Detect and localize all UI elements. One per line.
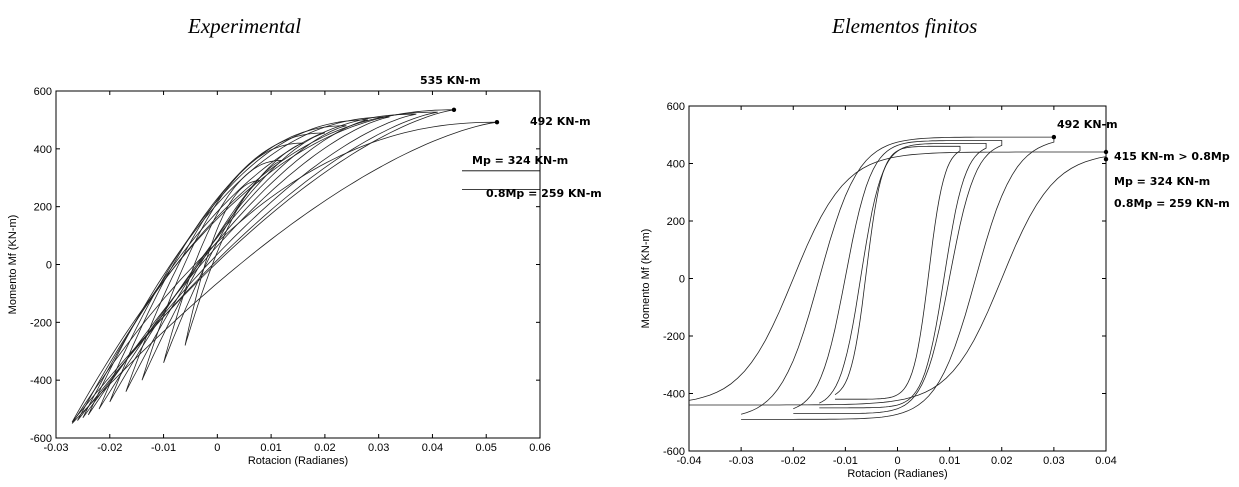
annotation-label: Mp = 324 KN-m <box>472 154 568 167</box>
x-tick-label: 0.04 <box>422 442 443 454</box>
hysteresis-loop <box>82 113 417 419</box>
hysteresis-loop <box>71 121 498 424</box>
x-tick-label: -0.03 <box>43 442 68 454</box>
y-axis-label: Momento Mf (KN-m) <box>7 215 19 315</box>
panel-title-finite-elements: Elementos finitos <box>832 14 978 38</box>
y-axis-label: Momento Mf (KN-m) <box>640 229 652 329</box>
hysteresis-loop <box>689 151 1106 406</box>
hysteresis-loop <box>87 116 390 416</box>
y-tick-label: 0 <box>679 274 685 286</box>
x-tick-label: 0.03 <box>368 442 389 454</box>
x-tick-label: -0.02 <box>97 442 122 454</box>
peak-marker <box>451 107 457 112</box>
y-tick-label: 400 <box>667 159 685 171</box>
peak-marker <box>1103 149 1109 155</box>
hysteresis-curves <box>71 109 498 424</box>
x-tick-label: 0.02 <box>314 442 335 454</box>
x-axis-label: Rotacion (Radianes) <box>847 468 947 480</box>
y-tick-label: 0 <box>46 260 52 272</box>
annotation-label: 0.8Mp = 259 KN-m <box>1114 197 1230 210</box>
y-tick-label: -400 <box>663 389 685 401</box>
x-tick-label: -0.01 <box>151 442 176 454</box>
x-tick-label: 0 <box>894 455 900 467</box>
annotation-label: 492 KN-m <box>530 115 591 128</box>
x-tick-label: -0.01 <box>833 455 858 467</box>
x-tick-label: 0.05 <box>476 442 497 454</box>
hysteresis-loop <box>98 119 368 410</box>
y-tick-label: -200 <box>30 317 52 329</box>
y-tick-label: -200 <box>663 331 685 343</box>
x-tick-label: 0.03 <box>1043 455 1064 467</box>
y-tick-label: 200 <box>667 216 685 228</box>
y-tick-label: -600 <box>30 433 52 445</box>
hysteresis-loop <box>793 140 1003 414</box>
peak-marker <box>1103 156 1109 162</box>
chart-0: -0.03 -0.02 -0.01 0 0.01 0.02 0.03 0.04 0.05 0.06… <box>7 74 602 467</box>
annotation-label: 0.8Mp = 259 KN-m <box>486 187 602 200</box>
hysteresis-loop <box>834 145 961 400</box>
hysteresis-loop <box>141 142 304 381</box>
x-tick-label: 0.06 <box>529 442 550 454</box>
x-tick-label: -0.04 <box>676 455 701 467</box>
peak-marker <box>1051 134 1057 140</box>
y-tick-label: 200 <box>34 202 52 214</box>
y-tick-label: -400 <box>30 375 52 387</box>
x-tick-label: -0.02 <box>781 455 806 467</box>
x-tick-label: 0.01 <box>939 455 960 467</box>
annotation-label: 492 KN-m <box>1057 118 1118 131</box>
plot-frame <box>688 105 1107 452</box>
peak-marker <box>494 120 500 125</box>
hysteresis-loop <box>184 180 261 346</box>
y-tick-label: 400 <box>34 144 52 156</box>
annotation-label: Mp = 324 KN-m <box>1114 175 1210 188</box>
x-tick-label: 0 <box>214 442 220 454</box>
hysteresis-loop <box>109 125 347 403</box>
hysteresis-loop <box>163 160 283 363</box>
x-tick-label: -0.03 <box>729 455 754 467</box>
hysteresis-loop <box>740 136 1055 420</box>
annotation-label: 535 KN-m <box>420 74 481 87</box>
y-tick-label: 600 <box>34 86 52 98</box>
hysteresis-loop <box>819 143 987 409</box>
y-tick-label: -600 <box>663 446 685 458</box>
chart-1: -0.04 -0.03 -0.02 -0.01 0 0.01 0.02 0.03 0.04 600… <box>640 101 1230 480</box>
y-tick-label: 600 <box>667 101 685 113</box>
hysteresis-curves <box>689 136 1106 420</box>
x-tick-label: 0.01 <box>260 442 281 454</box>
x-axis-label: Rotacion (Radianes) <box>248 455 348 467</box>
hysteresis-loop <box>77 111 438 421</box>
hysteresis-loop <box>125 132 326 392</box>
annotation-label: 415 KN-m > 0.8Mp <box>1114 150 1230 163</box>
x-tick-label: 0.02 <box>991 455 1012 467</box>
x-tick-label: 0.04 <box>1095 455 1116 467</box>
panel-title-experimental: Experimental <box>188 14 302 38</box>
